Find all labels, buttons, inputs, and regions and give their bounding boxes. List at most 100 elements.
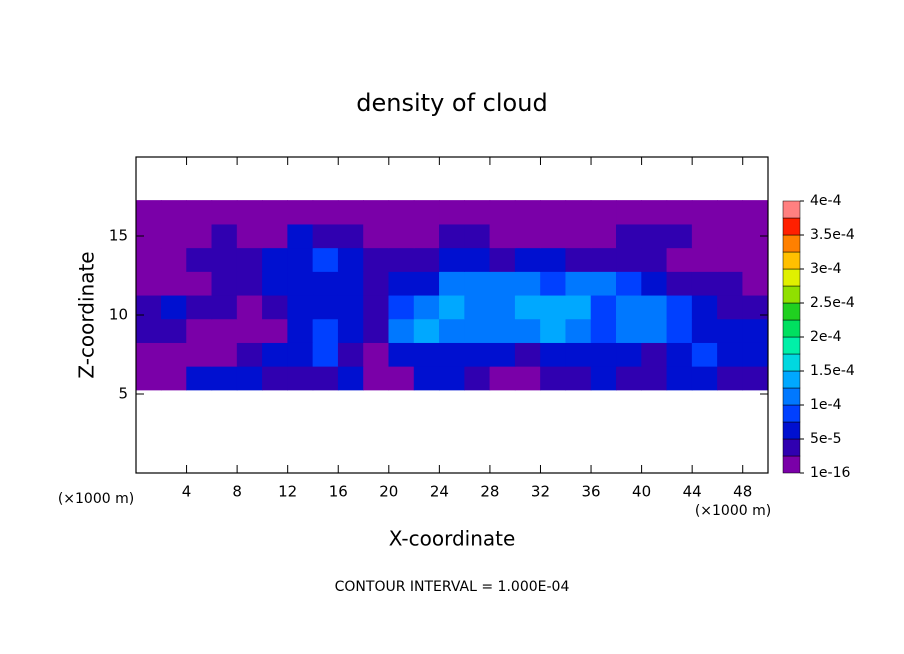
cell [540, 342, 567, 367]
cell [363, 200, 390, 225]
cell [742, 271, 769, 296]
cell [666, 366, 693, 391]
cell [160, 318, 187, 343]
cell [666, 318, 693, 343]
colorbar-band [782, 455, 801, 474]
cell [236, 200, 263, 225]
cell [439, 366, 465, 391]
cell [312, 223, 339, 249]
cell [742, 342, 769, 367]
cell [287, 366, 314, 391]
cell [287, 200, 314, 225]
cell [413, 342, 440, 367]
y-axis-label: Z-coordinate [75, 251, 99, 378]
colorbar-band [782, 438, 801, 457]
cell [641, 318, 668, 343]
cell [388, 318, 415, 343]
cell [540, 223, 567, 249]
cell [236, 271, 263, 296]
cell [337, 271, 364, 296]
cell [514, 318, 541, 343]
cell [413, 200, 440, 225]
cell [666, 342, 693, 367]
cell [691, 247, 718, 272]
cell [742, 200, 769, 225]
cell [691, 318, 718, 343]
cell [287, 223, 314, 249]
cell [514, 200, 541, 225]
cell [413, 223, 440, 249]
cell [363, 366, 390, 391]
cell [211, 271, 238, 296]
cell [590, 366, 617, 391]
cell [312, 294, 339, 320]
cell [160, 366, 187, 391]
cell [388, 200, 415, 225]
x-tick-label: 4 [182, 483, 192, 501]
cell [186, 366, 213, 391]
cell [464, 200, 491, 225]
cell [186, 294, 213, 320]
cell [439, 247, 465, 272]
cell [388, 342, 415, 367]
cell [363, 271, 390, 296]
cell [464, 223, 491, 249]
cell [439, 318, 465, 343]
cell [135, 271, 162, 296]
cell [666, 294, 693, 320]
cell [489, 318, 516, 343]
cell [641, 294, 668, 320]
cell [186, 247, 213, 272]
cell [565, 318, 592, 343]
cell [489, 247, 516, 272]
cell [312, 318, 339, 343]
cell [616, 342, 642, 367]
x-axis-label: X-coordinate [389, 527, 516, 551]
cell [464, 247, 491, 272]
cell [742, 247, 769, 272]
cell [337, 223, 364, 249]
cell [489, 223, 516, 249]
x-tick-label: 16 [329, 483, 348, 501]
cell [363, 294, 390, 320]
cell [363, 342, 390, 367]
cell [337, 294, 364, 320]
cell [717, 247, 744, 272]
cell [439, 223, 465, 249]
cell [413, 271, 440, 296]
cell [135, 200, 162, 225]
cell [590, 318, 617, 343]
cell [388, 271, 415, 296]
colorbar-band [782, 217, 801, 236]
colorbar-band [782, 421, 801, 440]
cell [312, 200, 339, 225]
cell [540, 318, 567, 343]
cell [439, 271, 465, 296]
cell [262, 318, 288, 343]
cell [287, 318, 314, 343]
cell [641, 247, 668, 272]
x-tick-label: 32 [531, 483, 550, 501]
x-tick-label: 40 [632, 483, 651, 501]
cell [565, 294, 592, 320]
x-tick-label: 48 [733, 483, 752, 501]
x-tick-label: 12 [278, 483, 297, 501]
cell [691, 223, 718, 249]
axes: 4 8 12 16 20 24 28 32 36 40 44 48510151e-165e-51e-4… [109, 156, 855, 501]
cell [565, 271, 592, 296]
x-tick-label: 44 [683, 483, 702, 501]
colorbar-tick-label: 2.5e-4 [810, 295, 855, 311]
cell [666, 271, 693, 296]
cell [464, 366, 491, 391]
cell [211, 200, 238, 225]
cell [489, 366, 516, 391]
cell [616, 294, 642, 320]
colorbar-band [782, 251, 801, 270]
cell [514, 223, 541, 249]
colorbar-band [782, 234, 801, 253]
cell [337, 200, 364, 225]
colorbar-tick-label: 3.5e-4 [810, 227, 855, 243]
cell [211, 366, 238, 391]
cell [464, 294, 491, 320]
